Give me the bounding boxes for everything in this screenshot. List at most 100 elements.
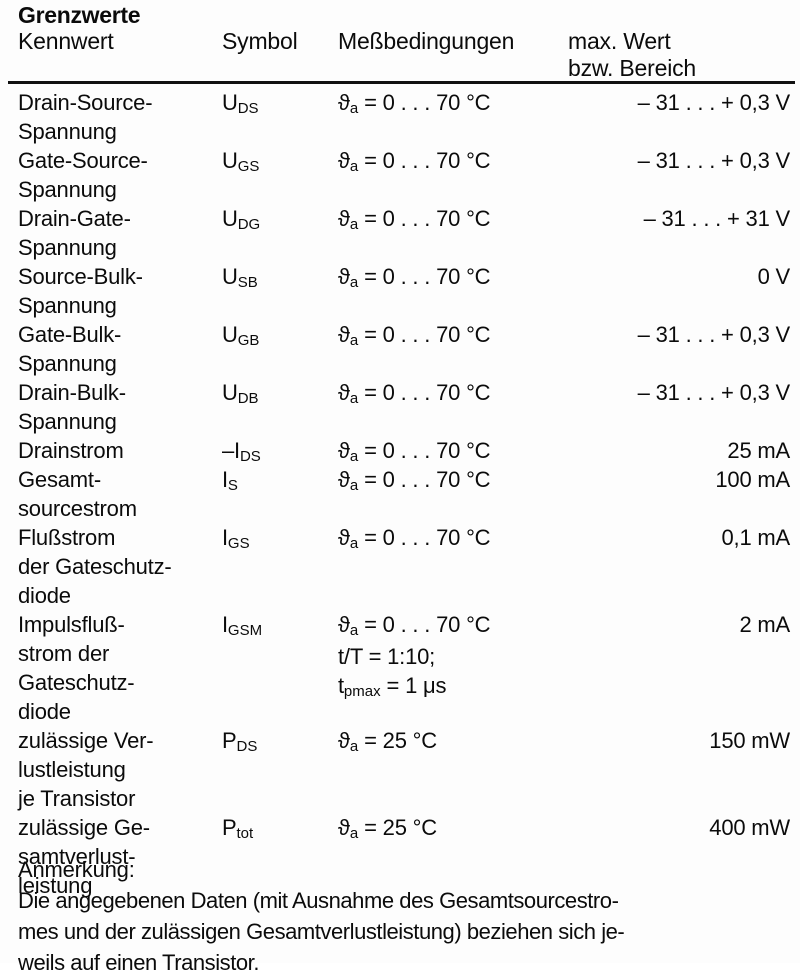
row-conditions: ϑa = 0 . . . 70 °C [338,88,566,120]
section-title: Grenzwerte [18,2,141,28]
row-symbol-subscript: DS [236,738,258,755]
row-parameter: Impulsfluß- strom der Gateschutz- diode [18,612,135,724]
row-max-value: 150 mW [709,728,790,753]
row-condition-line: ϑa = 0 . . . 70 °C [338,206,491,233]
row-symbol-subscript: SB [237,274,258,291]
row-symbol-main: U [222,90,238,115]
row-symbol: UGB [222,320,332,352]
row-symbol: UDG [222,204,332,236]
table-row: Drain-Source- Spannung UDS ϑa = 0 . . . 70… [0,88,800,146]
column-header-parameter: Kennwert [18,28,114,54]
table-row: Drain-Gate- Spannung UDG ϑa = 0 . . . 70 °… [0,204,800,262]
row-condition-line: t/T = 1:10; [338,644,436,669]
row-max-value: 2 mA [739,612,790,637]
row-max-value: 25 mA [727,438,790,463]
row-symbol-subscript: tot [236,825,254,842]
table-row: Gesamt- sourcestrom IS ϑa = 0 . . . 70 °C 1… [0,465,800,523]
footnote-label: Anmerkung: [18,857,135,882]
row-parameter: Gate-Bulk- Spannung [18,322,122,376]
row-conditions: ϑa = 0 . . . 70 °C t/T = 1:10; tpmax = 1 μ… [338,610,566,703]
row-symbol-main: P [222,728,237,753]
row-parameter: zulässige Ver- lustleistung je Transisto… [18,728,154,811]
row-conditions: ϑa = 0 . . . 70 °C [338,465,566,497]
table-row: Source-Bulk- Spannung USB ϑa = 0 . . . 70 … [0,262,800,320]
row-symbol-subscript: GSM [227,622,263,639]
row-conditions: ϑa = 0 . . . 70 °C [338,204,566,236]
column-header-max-value-line1: max. Wert [568,28,671,54]
row-symbol-main: P [222,815,237,840]
row-condition-line: ϑa = 0 . . . 70 °C [338,322,491,349]
row-parameter: Drain-Source- Spannung [18,90,153,144]
row-symbol: IGS [222,523,332,555]
table-row: Drainstrom –IDS ϑa = 0 . . . 70 °C 25 mA [0,436,800,465]
row-symbol: Ptot [222,813,332,845]
row-symbol-subscript: GB [237,332,260,349]
table-body: Drain-Source- Spannung UDS ϑa = 0 . . . 70… [0,88,800,900]
row-max-value: – 31 . . . + 0,3 V [637,380,791,405]
row-symbol-main: I [222,525,228,550]
row-conditions: ϑa = 0 . . . 70 °C [338,146,566,178]
row-symbol-subscript: DB [237,390,259,407]
row-symbol-main: –I [222,438,240,463]
row-conditions: ϑa = 25 °C [338,813,566,845]
table-row: zulässige Ge- samtverlust- leistung Ptot ϑ… [0,813,800,900]
row-symbol-main: I [222,612,228,637]
column-header-symbol: Symbol [222,28,298,54]
row-parameter: Drain-Gate- Spannung [18,206,131,260]
table-row: Gate-Source- Spannung UGS ϑa = 0 . . . 70 … [0,146,800,204]
row-conditions: ϑa = 0 . . . 70 °C [338,523,566,555]
row-condition-line: tpmax = 1 μs [338,673,447,700]
row-condition-line: ϑa = 0 . . . 70 °C [338,264,491,291]
row-symbol: UDB [222,378,332,410]
row-symbol-main: I [222,467,228,492]
table-row: Flußstrom der Gateschutz- diode IGS ϑa = 0… [0,523,800,610]
row-parameter: Flußstrom der Gateschutz- diode [18,525,172,608]
row-symbol: UDS [222,88,332,120]
row-conditions: ϑa = 0 . . . 70 °C [338,436,566,468]
row-symbol-main: U [222,206,238,231]
row-symbol-main: U [222,380,238,405]
row-condition-line: ϑa = 0 . . . 70 °C [338,612,491,639]
row-condition-line: ϑa = 0 . . . 70 °C [338,525,491,552]
row-parameter: Gate-Source- Spannung [18,148,148,202]
row-max-value: 400 mW [709,815,790,840]
column-header-max-value-line2: bzw. Bereich [568,55,696,81]
row-condition-line: ϑa = 0 . . . 70 °C [338,438,491,465]
row-symbol: USB [222,262,332,294]
footnote: Anmerkung: Die angegebenen Daten (mit Au… [18,855,788,978]
row-symbol-subscript: DS [239,448,261,465]
row-parameter: Drainstrom [18,438,124,463]
row-symbol: IGSM [222,610,332,642]
row-symbol-subscript: S [227,477,238,494]
row-symbol: PDS [222,726,332,758]
row-symbol: UGS [222,146,332,178]
row-max-value: – 31 . . . + 0,3 V [637,90,791,115]
row-conditions: ϑa = 0 . . . 70 °C [338,320,566,352]
row-symbol: IS [222,465,332,497]
row-symbol-main: U [222,264,238,289]
row-conditions: ϑa = 25 °C [338,726,566,758]
row-parameter: Gesamt- sourcestrom [18,467,137,521]
row-max-value: – 31 . . . + 0,3 V [637,148,791,173]
row-condition-line: ϑa = 0 . . . 70 °C [338,380,491,407]
footnote-text: Die angegebenen Daten (mit Ausnahme des … [18,888,625,975]
row-symbol-subscript: DG [237,216,261,233]
column-header-max-value: max. Wert bzw. Bereich [568,28,696,82]
row-max-value: 0 V [757,264,791,289]
table-header: Kennwert Symbol Meßbedingungen max. Wert… [0,28,800,82]
table-row: Impulsfluß- strom der Gateschutz- diode I… [0,610,800,726]
table-row: Gate-Bulk- Spannung UGB ϑa = 0 . . . 70 °C… [0,320,800,378]
row-symbol-subscript: GS [237,158,260,175]
row-conditions: ϑa = 0 . . . 70 °C [338,262,566,294]
row-max-value: – 31 . . . + 31 V [643,206,791,231]
row-condition-line: ϑa = 0 . . . 70 °C [338,467,491,494]
table-row: zulässige Ver- lustleistung je Transisto… [0,726,800,813]
row-symbol-subscript: GS [227,535,250,552]
row-symbol: –IDS [222,436,332,468]
row-symbol-main: U [222,148,238,173]
row-conditions: ϑa = 0 . . . 70 °C [338,378,566,410]
row-symbol-main: U [222,322,238,347]
row-condition-line: ϑa = 25 °C [338,815,437,842]
row-max-value: – 31 . . . + 0,3 V [637,322,791,347]
